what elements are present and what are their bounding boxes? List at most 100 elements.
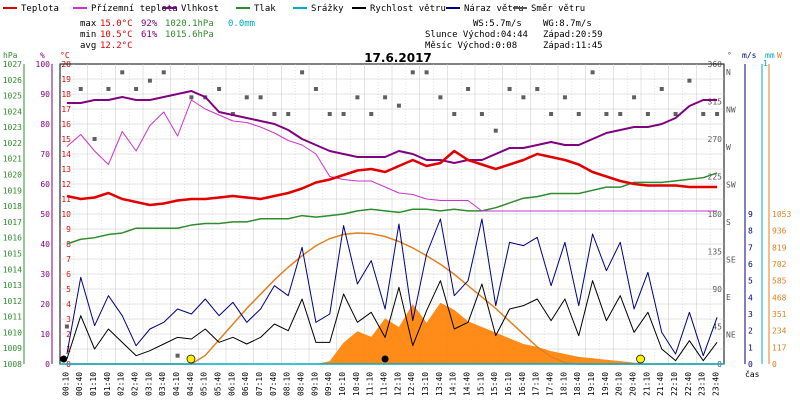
tick-time: 12:10 [393,372,402,396]
tick-hpa: 1019 [3,186,22,195]
tick-time: 05:10 [200,372,209,396]
sunset-marker [636,354,645,364]
tick-hpa: 1018 [3,202,22,211]
series-wind-direction-point [604,112,609,116]
legend-label: Směr větru [531,4,585,14]
series-humidity [66,90,718,164]
series-wind-direction-point [562,95,567,100]
tick-hpa: 1009 [3,344,22,353]
series-wind-direction-point [618,112,623,116]
stat-sun: Slunce Východ:04:44 [425,30,528,40]
stat-min-hum: 61% [141,30,158,40]
stat-max-hum: 92% [141,19,158,29]
tick-percent: 20 [40,300,50,309]
tick-time: 08:10 [283,372,292,396]
tick-hpa: 1027 [3,60,22,69]
unit-hpa: hPa [3,51,18,60]
tick-direction: 315 [708,98,723,107]
stat-moon-set: Západ:11:45 [543,41,603,51]
tick-time: 01:10 [89,372,98,396]
tick-time: 00:10 [61,372,70,396]
tick-percent: 70 [40,150,50,159]
tick-celsius: 3 [66,315,71,324]
stats-panel: max 15.0°C 92% 1020.1hPa 0.0mm min 10.5°… [80,19,603,51]
tick-time: 02:40 [130,372,139,396]
unit-ms: m/s [742,51,757,60]
tick-direction-name: N [726,68,731,77]
tick-celsius: 16 [61,120,71,129]
series-wind-direction-point [258,95,263,100]
series-pressure [66,172,718,245]
tick-time: 19:10 [587,372,596,396]
tick-celsius: 10 [61,210,71,219]
tick-time: 04:10 [172,372,181,396]
series-wind-direction-point [715,112,720,116]
tick-time: 17:10 [532,372,541,396]
series-wind-direction-point [410,70,415,75]
tick-hpa: 1017 [3,218,22,227]
tick-time: 23:40 [711,372,720,396]
tick-solar: 1053 [772,210,791,219]
legend: Teplota Přízemní teplota Vlhkost Tlak Srážky… [3,4,585,14]
tick-percent: 60 [40,180,50,189]
tick-time: 10:10 [338,372,347,396]
series-wind-direction-point [313,87,318,91]
unit-degree: ° [727,51,732,60]
tick-solar: 117 [772,343,787,352]
series-wind-direction-point [134,87,139,91]
stat-min-temp: 10.5°C [100,30,133,40]
tick-time: 10:40 [352,372,361,396]
tick-hpa: 1015 [3,249,22,258]
tick-direction: 270 [708,135,723,144]
series-wind-direction-point [521,95,526,100]
tick-hpa: 1011 [3,313,22,322]
tick-time: 14:10 [449,372,458,396]
legend-label: Přízemní teplota [91,4,178,14]
series-wind-direction-point [189,95,194,100]
series-wind-direction-point [687,78,692,83]
grid [59,63,725,365]
series-wind-direction-point [369,112,374,116]
series-wind-direction-point [659,87,664,91]
series-wind-direction-point [632,95,637,100]
tick-hpa: 1024 [3,107,22,116]
tick-solar: 351 [772,310,787,319]
series-wind-direction-point [438,95,443,100]
tick-direction-name: E [726,293,731,302]
tick-percent: 30 [40,270,50,279]
tick-time: 19:40 [601,372,610,396]
tick-celsius: 11 [61,195,71,204]
tick-direction-name: W [726,143,731,152]
tick-time: 16:40 [518,372,527,396]
stat-max-label: max [80,19,97,29]
tick-time: 15:40 [490,372,499,396]
series-wind-direction-point [590,70,595,75]
tick-hpa: 1010 [3,328,22,337]
tick-celsius: 7 [66,255,71,264]
tick-hpa: 1023 [3,123,22,132]
tick-wind: 2 [748,327,753,336]
series-wind-direction-point [355,95,360,100]
tick-celsius: 9 [66,225,71,234]
tick-time: 20:10 [615,372,624,396]
tick-time: 18:40 [573,372,582,396]
stat-wg: WG:8.7m/s [543,19,592,29]
plot-area [60,70,724,365]
tick-hpa: 1012 [3,297,22,306]
series-wind-direction-point [424,70,429,75]
tick-percent: 50 [40,210,50,219]
tick-time: 18:10 [559,372,568,396]
stat-sun-set: Západ:20:59 [543,30,603,40]
tick-celsius: 17 [61,105,71,114]
tick-direction: 90 [712,285,722,294]
tick-direction: 225 [708,173,723,182]
series-wind-direction-point [64,324,69,329]
tick-rain: 1 [763,59,768,68]
moonrise-marker [60,355,68,363]
stat-moon: Měsíc Východ:0:08 [425,41,517,51]
tick-percent: 100 [36,60,51,69]
series-wind-direction-point [452,112,457,116]
tick-solar: 585 [772,277,787,286]
